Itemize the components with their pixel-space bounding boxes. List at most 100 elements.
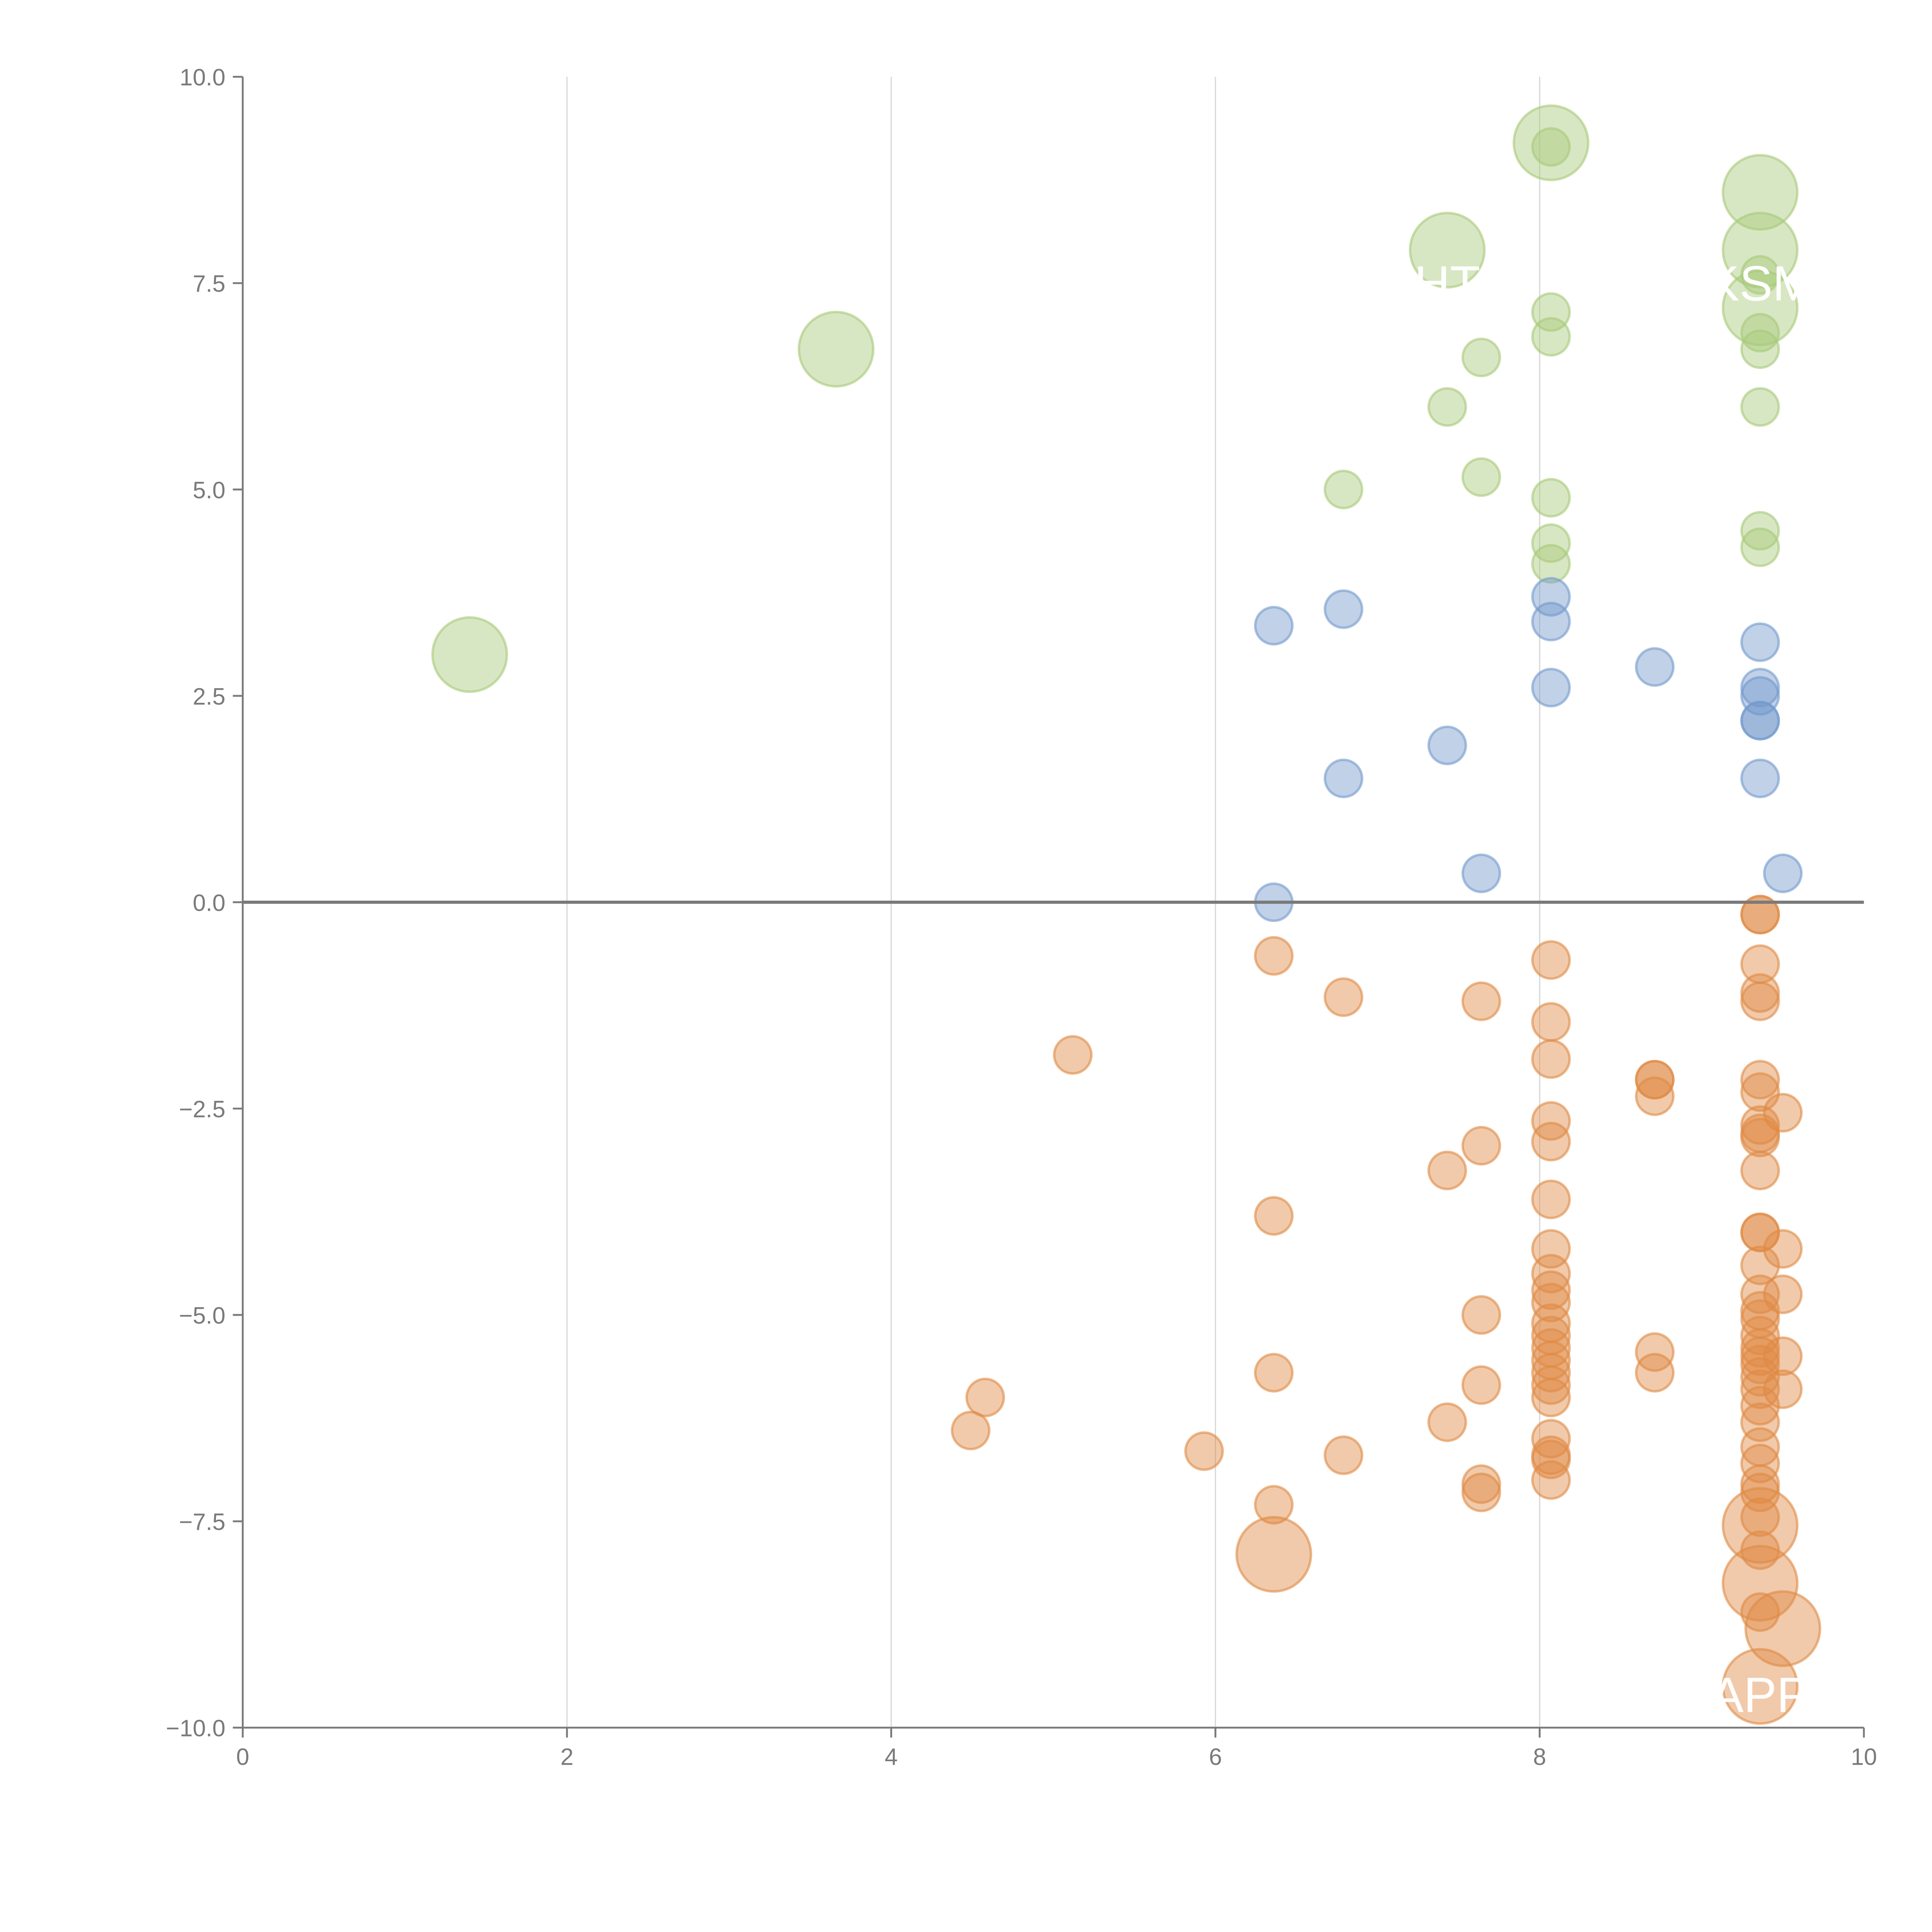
orange-point (1763, 1229, 1803, 1269)
green-point (1740, 255, 1780, 295)
orange-point (1461, 1473, 1501, 1512)
orange-point (1740, 1328, 1780, 1368)
green-point (1740, 387, 1780, 427)
y-tick-label: 7.5 (193, 270, 226, 297)
orange-point (951, 1410, 991, 1451)
green-point (1531, 478, 1571, 518)
orange-point (1740, 1105, 1780, 1145)
orange-point (1531, 1365, 1571, 1405)
x-tick-label: 6 (1209, 1743, 1222, 1770)
orange-point (1740, 973, 1780, 1013)
orange-point (1531, 940, 1571, 980)
y-tick-label: −5.0 (179, 1302, 225, 1328)
orange-point (1740, 1245, 1780, 1286)
green-point (1740, 527, 1780, 567)
green-point (798, 311, 875, 388)
blue-point (1740, 668, 1780, 707)
y-tick-label: 2.5 (193, 683, 226, 709)
green-point (1740, 313, 1780, 353)
point-label: APP (1711, 1668, 1810, 1723)
orange-point (1531, 1282, 1571, 1323)
orange-point (1531, 1378, 1571, 1417)
orange-point (1721, 1648, 1799, 1725)
orange-point (1635, 1332, 1675, 1372)
orange-point (1740, 1060, 1780, 1100)
orange-point (1531, 1122, 1571, 1162)
blue-point (1531, 602, 1571, 641)
annotations: HT KSM APP (1414, 256, 1814, 1723)
orange-point (1740, 1464, 1780, 1504)
orange-point (1461, 1126, 1501, 1166)
orange-point (1184, 1431, 1224, 1471)
orange-point (1461, 1464, 1501, 1504)
orange-point (1461, 981, 1501, 1021)
orange-point (1531, 1270, 1571, 1310)
orange-point (1531, 1439, 1571, 1480)
orange-point (1740, 1150, 1780, 1190)
blue-point (1323, 759, 1364, 798)
orange-point (1635, 1076, 1675, 1116)
orange-point (1254, 1485, 1294, 1525)
green-point (1409, 211, 1486, 289)
orange-point (1531, 1039, 1571, 1079)
blue-point (1427, 725, 1467, 765)
y-tick-label: −10.0 (166, 1715, 225, 1742)
orange-point (1531, 1253, 1571, 1294)
blue-point (1531, 668, 1571, 707)
orange-point (1740, 1386, 1780, 1426)
green-point (1531, 544, 1571, 584)
green-point (1461, 457, 1501, 497)
green-point (1531, 523, 1571, 563)
orange-point (1254, 1196, 1294, 1236)
data-points (431, 104, 1821, 1725)
orange-point (1461, 1365, 1501, 1405)
green-point (1740, 329, 1780, 369)
orange-point (1531, 1419, 1571, 1459)
orange-point (1531, 1179, 1571, 1219)
blue-point (1323, 589, 1364, 629)
orange-point (1740, 1444, 1780, 1483)
green-point (1531, 317, 1571, 357)
y-tick-label: 0.0 (193, 889, 226, 916)
orange-point (1740, 1336, 1780, 1376)
orange-point (1740, 1592, 1780, 1632)
axes: 0 2 4 6 8 10 10.0 7.5 5.0 2.5 0.0 −2.5 −5.0 −7.5 −10.0 (166, 64, 1877, 1770)
x-tick-label: 10 (1851, 1743, 1877, 1770)
orange-point (1763, 1369, 1803, 1409)
green-point (1323, 469, 1364, 510)
green-point (431, 616, 508, 693)
x-tick-label: 8 (1533, 1743, 1546, 1770)
orange-point (1531, 1101, 1571, 1141)
orange-point (1635, 1353, 1675, 1393)
y-tick-label: 5.0 (193, 477, 226, 503)
orange-point (1427, 1402, 1467, 1442)
orange-point (1461, 1295, 1501, 1335)
orange-point (1740, 1117, 1780, 1158)
orange-point (1323, 1435, 1364, 1475)
blue-point (1461, 853, 1501, 893)
orange-point (965, 1378, 1005, 1417)
blue-point (1740, 622, 1780, 662)
orange-point (1531, 1002, 1571, 1042)
x-tick-label: 2 (560, 1743, 573, 1770)
orange-point (1254, 936, 1294, 976)
orange-point (1740, 981, 1780, 1021)
blue-point (1740, 759, 1780, 798)
orange-point (1763, 1274, 1803, 1314)
y-tick-label: 10.0 (180, 64, 225, 90)
green-point (1721, 154, 1799, 231)
point-label: KSM (1706, 256, 1814, 311)
orange-point (1635, 1060, 1675, 1100)
orange-point (1531, 1460, 1571, 1500)
orange-point (1721, 1544, 1799, 1622)
orange-point (1427, 1150, 1467, 1190)
green-point (1512, 104, 1590, 181)
green-point (1461, 337, 1501, 378)
orange-point (1740, 1357, 1780, 1397)
x-tick-label: 4 (884, 1743, 898, 1770)
orange-point (1740, 1369, 1780, 1409)
green-point (1427, 387, 1467, 427)
point-label: HT (1414, 256, 1480, 311)
y-tick-label: −2.5 (179, 1096, 225, 1122)
